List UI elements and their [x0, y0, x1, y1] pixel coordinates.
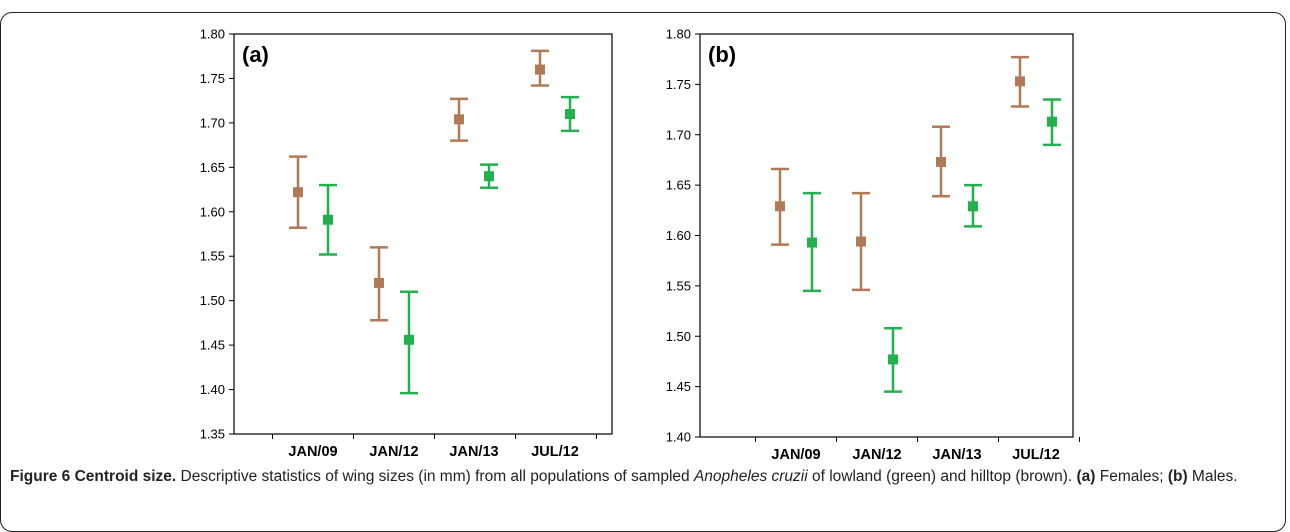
panel-label: (b) — [708, 42, 736, 67]
caption-text-1: Descriptive statistics of wing sizes (in… — [176, 468, 694, 485]
caption-species: Anopheles cruzii — [693, 468, 808, 485]
y-tick-label: 1.50 — [666, 329, 691, 344]
y-tick-label: 1.70 — [666, 127, 691, 142]
data-point — [775, 201, 785, 212]
chart-panel-2: 1.40 1.45 1.50 1.55 1.60 1.65 1.70 1.75 1.80 JAN/… — [666, 27, 1080, 463]
y-tick-label: 1.60 — [200, 204, 225, 219]
data-point — [323, 214, 333, 225]
data-point — [968, 201, 978, 212]
caption-label-b: (b) — [1167, 468, 1188, 485]
y-tick-label: 1.40 — [200, 382, 225, 397]
x-tick-label: JUL/12 — [1012, 447, 1060, 463]
x-tick-label: JAN/09 — [771, 447, 820, 463]
chart-panel-1: 1.35 1.40 1.45 1.50 1.55 1.60 1.65 1.70 1.75 1.80… — [200, 27, 613, 460]
figure-charts: 1.35 1.40 1.45 1.50 1.55 1.60 1.65 1.70 1.75 1.80… — [200, 27, 1080, 463]
y-tick-label: 1.55 — [666, 278, 691, 293]
plot-area — [699, 33, 1074, 438]
y-tick-label: 1.35 — [200, 427, 225, 442]
x-tick-label: JUL/12 — [531, 444, 579, 460]
caption-figure-label: Figure 6 Centroid size. — [10, 468, 177, 485]
figure-caption: Figure 6 Centroid size. Descriptive stat… — [10, 466, 1270, 487]
caption-text-2: of lowland (green) and hilltop (brown). — [807, 468, 1077, 485]
caption-text-4: Males. — [1187, 468, 1238, 485]
plot-area — [233, 33, 613, 435]
data-point — [936, 156, 946, 167]
caption-label-a: (a) — [1076, 468, 1096, 485]
x-tick-label: JAN/12 — [852, 447, 901, 463]
data-point — [565, 109, 575, 119]
data-point — [856, 236, 866, 247]
x-tick-label: JAN/13 — [449, 444, 498, 460]
x-tick-label: JAN/13 — [932, 447, 981, 463]
y-tick-label: 1.45 — [666, 379, 691, 394]
y-tick-label: 1.80 — [666, 27, 691, 42]
data-point — [1047, 116, 1057, 127]
data-point — [1015, 76, 1025, 87]
y-tick-label: 1.50 — [200, 293, 225, 308]
data-point — [374, 277, 384, 288]
caption-text-3: Females; — [1095, 468, 1168, 485]
data-point — [807, 237, 817, 248]
y-tick-label: 1.65 — [200, 160, 225, 175]
y-tick-label: 1.60 — [666, 228, 691, 243]
x-tick-label: JAN/09 — [288, 444, 337, 460]
panel-label: (a) — [242, 42, 269, 67]
y-tick-label: 1.45 — [200, 338, 225, 353]
y-tick-label: 1.75 — [200, 71, 225, 86]
y-tick-label: 1.40 — [666, 430, 691, 445]
data-point — [535, 64, 545, 75]
y-tick-label: 1.70 — [200, 115, 225, 130]
data-point — [888, 354, 898, 365]
y-tick-label: 1.65 — [666, 178, 691, 193]
data-point — [454, 114, 464, 125]
x-tick-label: JAN/12 — [369, 444, 418, 460]
y-tick-label: 1.80 — [200, 27, 225, 42]
y-tick-label: 1.55 — [200, 249, 225, 264]
data-point — [484, 171, 494, 182]
data-point — [293, 187, 303, 198]
data-point — [404, 334, 414, 345]
y-tick-label: 1.75 — [666, 77, 691, 92]
